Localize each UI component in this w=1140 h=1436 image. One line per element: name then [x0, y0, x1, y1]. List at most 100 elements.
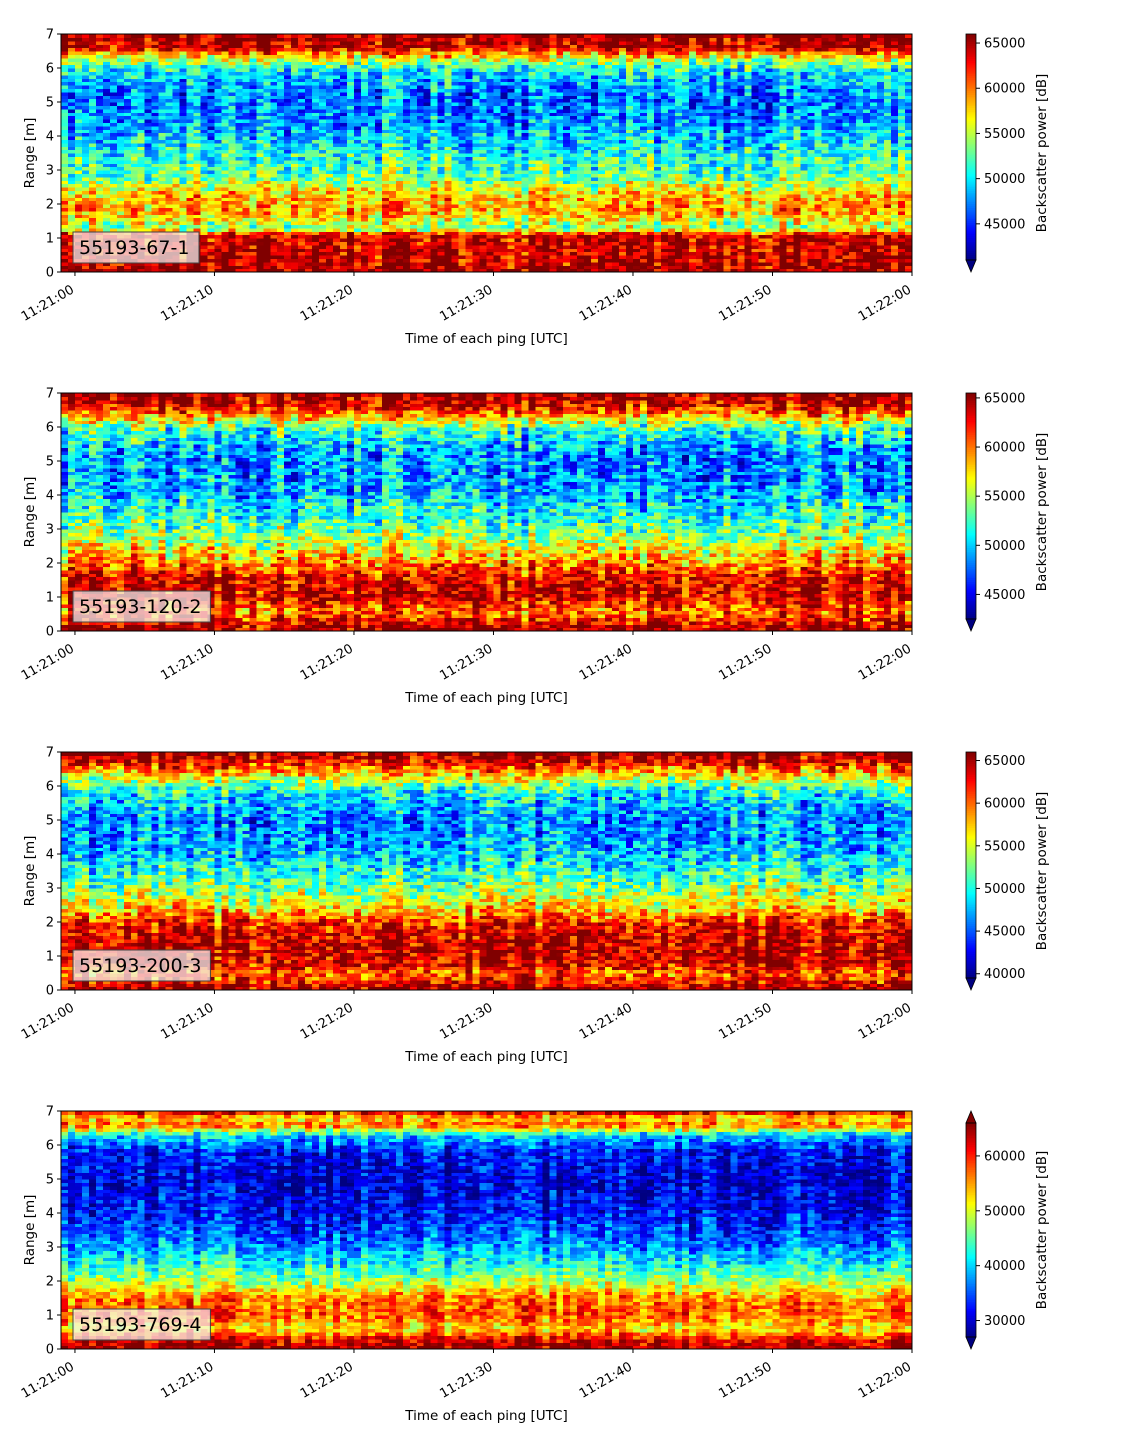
subplot-1: 0 1 2 3 4 5 6 7 11:21:00 11:21:10 11:21:20 11:21:30…	[19, 28, 1050, 348]
heatmap-cells	[61, 1111, 913, 1350]
colorbar-extend-min	[965, 977, 977, 992]
y-tick-label: 4	[46, 848, 54, 863]
x-axis-label: Time of each ping [UTC]	[404, 331, 568, 347]
colorbar-tick-label: 55000	[984, 127, 1025, 142]
y-axis-label: Range [m]	[22, 118, 38, 189]
colorbar-tick-label: 45000	[984, 588, 1025, 603]
colorbar-tick-label: 60000	[984, 441, 1025, 456]
colorbar-tick-label: 60000	[984, 797, 1025, 812]
colorbar-tick-label: 40000	[984, 967, 1025, 982]
colorbar: 40000 45000 50000 55000 60000 65000 Backscatte…	[965, 751, 1050, 992]
colorbar-tick-label: 45000	[984, 925, 1025, 940]
x-tick-label: 11:21:20	[298, 1000, 356, 1042]
colorbar: 45000 50000 55000 60000 65000 Backscatter pow…	[965, 391, 1050, 633]
series-label-box	[72, 1308, 211, 1341]
y-tick-label: 0	[46, 266, 54, 281]
x-axis-label: Time of each ping [UTC]	[404, 690, 568, 706]
y-tick-label: 2	[46, 198, 54, 213]
colorbar-label: Backscatter power [dB]	[1034, 792, 1050, 951]
colorbar: 45000 50000 55000 60000 65000 Backscatter pow…	[965, 33, 1050, 274]
colorbar-tick-label: 65000	[984, 37, 1025, 52]
x-tick-label: 11:21:30	[437, 282, 495, 324]
y-axis-label: Range [m]	[22, 477, 38, 548]
x-tick-label: 11:21:50	[716, 641, 774, 683]
x-tick-label: 11:22:00	[856, 641, 914, 683]
y-tick-label: 6	[46, 62, 54, 77]
colorbar-tick-label: 50000	[984, 172, 1025, 187]
subplot-4: 0 1 2 3 4 5 6 7 11:21:00 11:21:10 11:21:20 11:21:30…	[19, 1105, 1050, 1425]
colorbar-tick-label: 50000	[984, 882, 1025, 897]
subplot-2: 0 1 2 3 4 5 6 7 11:21:00 11:21:10 11:21:20 11:21:30…	[19, 387, 1050, 707]
y-tick-label: 2	[46, 916, 54, 931]
x-tick-label: 11:21:00	[19, 282, 77, 324]
colorbar-tick-label: 65000	[984, 391, 1025, 406]
x-tick-label: 11:22:00	[856, 1000, 914, 1042]
y-tick-label: 0	[46, 625, 54, 640]
y-tick-label: 5	[46, 455, 54, 470]
y-tick-label: 7	[46, 1105, 54, 1120]
x-tick-label: 11:21:20	[298, 282, 356, 324]
plot-frame	[60, 33, 913, 273]
y-axis-label: Range [m]	[22, 1195, 38, 1266]
colorbar-tick-label: 55000	[984, 839, 1025, 854]
x-tick-label: 11:22:00	[856, 282, 914, 324]
y-tick-label: 3	[46, 1241, 54, 1256]
x-tick-label: 11:21:00	[19, 641, 77, 683]
heatmap-cells	[61, 752, 913, 991]
y-tick-label: 6	[46, 421, 54, 436]
y-tick-label: 3	[46, 164, 54, 179]
y-tick-label: 1	[46, 232, 54, 247]
x-tick-label: 11:21:00	[19, 1000, 77, 1042]
series-label: 55193-769-4	[79, 1314, 202, 1336]
y-tick-label: 7	[46, 387, 54, 402]
plot-frame	[60, 392, 913, 632]
x-tick-label: 11:21:20	[298, 641, 356, 683]
y-tick-label: 1	[46, 1309, 54, 1324]
colorbar-tick-label: 65000	[984, 754, 1025, 769]
heatmap-cells	[61, 34, 913, 273]
x-tick-label: 11:21:40	[577, 641, 635, 683]
colorbar-tick-label: 30000	[984, 1314, 1025, 1329]
y-tick-label: 5	[46, 1173, 54, 1188]
y-tick-label: 1	[46, 950, 54, 965]
colorbar-extend-min	[965, 618, 977, 633]
subplot-3: 0 1 2 3 4 5 6 7 11:21:00 11:21:10 11:21:20 11:21:30…	[19, 746, 1050, 1066]
plot-frame	[60, 751, 913, 991]
x-tick-label: 11:21:30	[437, 1000, 495, 1042]
series-label: 55193-67-1	[79, 237, 189, 259]
x-tick-label: 11:21:40	[577, 1000, 635, 1042]
x-tick-label: 11:21:30	[437, 641, 495, 683]
x-tick-label: 11:21:40	[577, 282, 635, 324]
x-tick-label: 11:21:50	[716, 1000, 774, 1042]
y-tick-label: 6	[46, 1139, 54, 1154]
x-axis-label: Time of each ping [UTC]	[404, 1049, 568, 1065]
x-tick-label: 11:21:50	[716, 1359, 774, 1401]
y-tick-label: 7	[46, 28, 54, 43]
x-tick-label: 11:21:10	[158, 641, 216, 683]
y-tick-label: 7	[46, 746, 54, 761]
x-tick-label: 11:21:00	[19, 1359, 77, 1401]
x-axis-label: Time of each ping [UTC]	[404, 1408, 568, 1424]
series-label: 55193-200-3	[79, 955, 202, 977]
x-tick-label: 11:21:50	[716, 282, 774, 324]
x-tick-label: 11:21:10	[158, 1359, 216, 1401]
y-tick-label: 2	[46, 1275, 54, 1290]
series-label: 55193-120-2	[79, 596, 202, 618]
colorbar-extend-min	[965, 259, 977, 274]
colorbar: 30000 40000 50000 60000 Backscatter power [d…	[965, 1109, 1050, 1351]
colorbar-tick-label: 45000	[984, 217, 1025, 232]
series-label-box	[72, 949, 211, 982]
colorbar-tick-label: 60000	[984, 82, 1025, 97]
colorbar-tick-label: 40000	[984, 1259, 1025, 1274]
colorbar-tick-label: 50000	[984, 539, 1025, 554]
colorbar-extend-max	[965, 1109, 977, 1124]
y-tick-label: 3	[46, 523, 54, 538]
y-tick-label: 2	[46, 557, 54, 572]
series-label-box	[72, 590, 211, 623]
colorbar-extend-min	[965, 1336, 977, 1351]
x-tick-label: 11:22:00	[856, 1359, 914, 1401]
y-tick-label: 0	[46, 984, 54, 999]
plot-frame	[60, 1110, 913, 1350]
x-tick-label: 11:21:10	[158, 282, 216, 324]
